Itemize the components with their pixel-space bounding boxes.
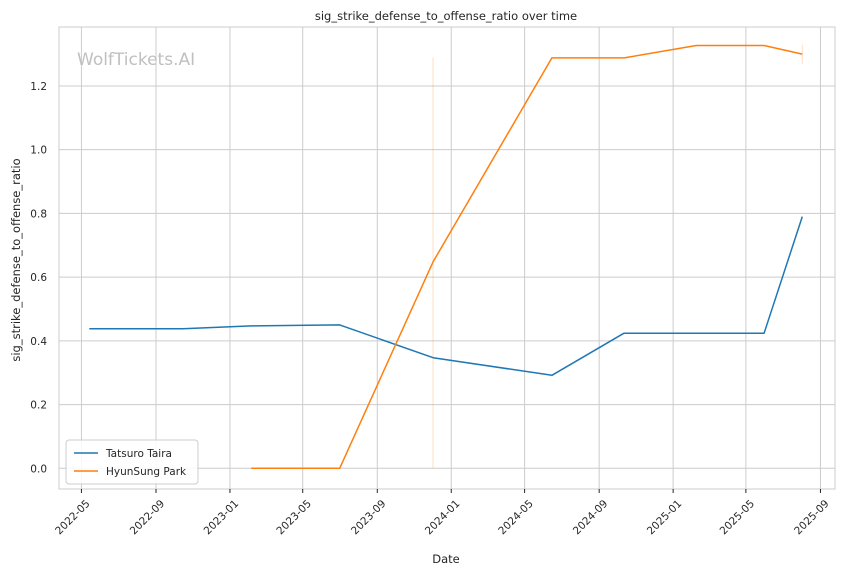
y-tick-label: 1.0 [30, 145, 47, 157]
chart-title: sig_strike_defense_to_offense_ratio over… [315, 9, 577, 23]
x-tick-label: 2023-09 [349, 498, 389, 538]
x-tick-label: 2025-01 [645, 498, 685, 538]
y-tick-label: 0.2 [30, 400, 47, 412]
y-axis-label: sig_strike_defense_to_offense_ratio [9, 158, 23, 361]
y-axis-ticks: 0.0 0.2 0.4 0.6 0.8 1.0 1.2 [30, 81, 47, 475]
y-tick-label: 0.0 [30, 463, 47, 475]
series-line-1 [251, 44, 803, 470]
legend-box [65, 439, 199, 485]
plot-area [58, 26, 836, 490]
x-tick-label: 2022-05 [53, 498, 93, 538]
x-tick-label: 2025-05 [718, 498, 758, 538]
x-axis-label: Date [432, 552, 460, 566]
x-tick-label: 2024-05 [496, 498, 536, 538]
grid [59, 27, 835, 489]
x-tick-label: 2024-01 [423, 498, 463, 538]
legend: Tatsuro Taira HyunSung Park [65, 439, 199, 485]
y-tick-label: 1.2 [30, 81, 47, 93]
x-tick-label: 2022-09 [128, 498, 168, 538]
x-tick-label: 2024-09 [571, 498, 611, 538]
legend-label: HyunSung Park [106, 466, 187, 478]
x-tick-label: 2025-09 [792, 498, 832, 538]
watermark: WolfTickets.AI [77, 50, 195, 70]
x-axis-ticks: 2022-05 2022-09 2023-01 2023-05 2023-09 2024-… [53, 489, 832, 537]
y-tick-label: 0.8 [30, 208, 47, 220]
series-lines [89, 44, 804, 470]
y-tick-label: 0.4 [30, 336, 47, 348]
y-tick-label: 0.6 [30, 272, 47, 284]
legend-label: Tatsuro Taira [105, 448, 172, 460]
x-tick-label: 2023-01 [202, 498, 242, 538]
series-line-0 [89, 216, 804, 377]
x-tick-label: 2023-05 [274, 498, 314, 538]
